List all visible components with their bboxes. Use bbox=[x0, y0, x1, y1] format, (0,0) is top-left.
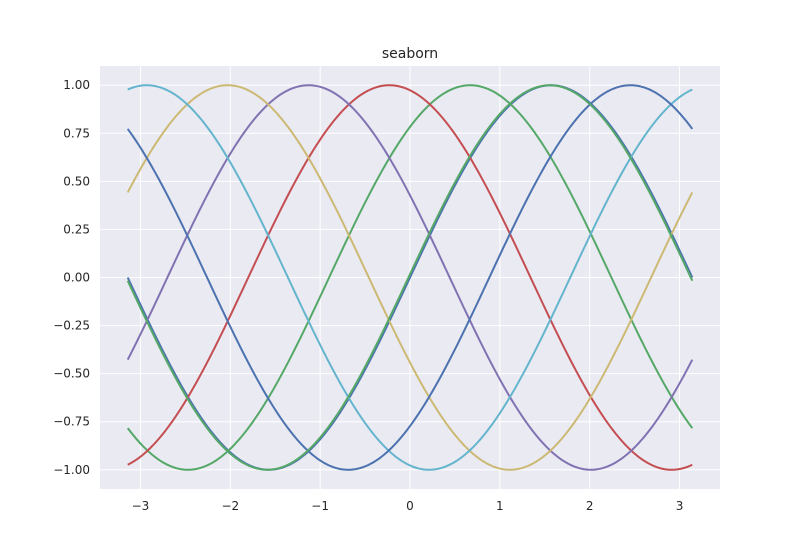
chart-title: seaborn bbox=[382, 46, 438, 62]
y-tick-label: 1.00 bbox=[63, 78, 90, 92]
series-line-7 bbox=[126, 84, 694, 471]
y-tick-label: 0.75 bbox=[63, 126, 90, 140]
y-tick-label: 0.00 bbox=[63, 271, 90, 285]
x-tick-label: 0 bbox=[406, 499, 414, 513]
series-line-1 bbox=[126, 84, 694, 471]
x-tick-label: −1 bbox=[311, 499, 329, 513]
y-tick-label: −0.50 bbox=[53, 367, 90, 381]
series-line-4 bbox=[126, 84, 694, 471]
x-tick-label: −2 bbox=[221, 499, 239, 513]
x-tick-label: −3 bbox=[132, 499, 150, 513]
series-line-6 bbox=[127, 84, 693, 471]
series-line-5 bbox=[126, 84, 694, 471]
y-tick-label: −0.25 bbox=[53, 319, 90, 333]
x-tick-label: 3 bbox=[676, 499, 684, 513]
x-tick-label: 2 bbox=[586, 499, 594, 513]
x-tick-label: 1 bbox=[496, 499, 504, 513]
y-tick-label: 0.25 bbox=[63, 222, 90, 236]
series-line-8 bbox=[126, 84, 694, 471]
series-layer bbox=[126, 84, 694, 471]
x-axis-ticks: −3 −2 −1 0 1 2 3 bbox=[132, 499, 684, 513]
series-line-3 bbox=[127, 84, 693, 471]
series-line-2 bbox=[126, 84, 694, 471]
y-axis-ticks: 1.00 0.75 0.50 0.25 0.00 −0.25 −0.50 −0.75 −1.00 bbox=[53, 78, 90, 477]
y-tick-label: −1.00 bbox=[53, 463, 90, 477]
y-tick-label: 0.50 bbox=[63, 174, 90, 188]
y-tick-label: −0.75 bbox=[53, 415, 90, 429]
